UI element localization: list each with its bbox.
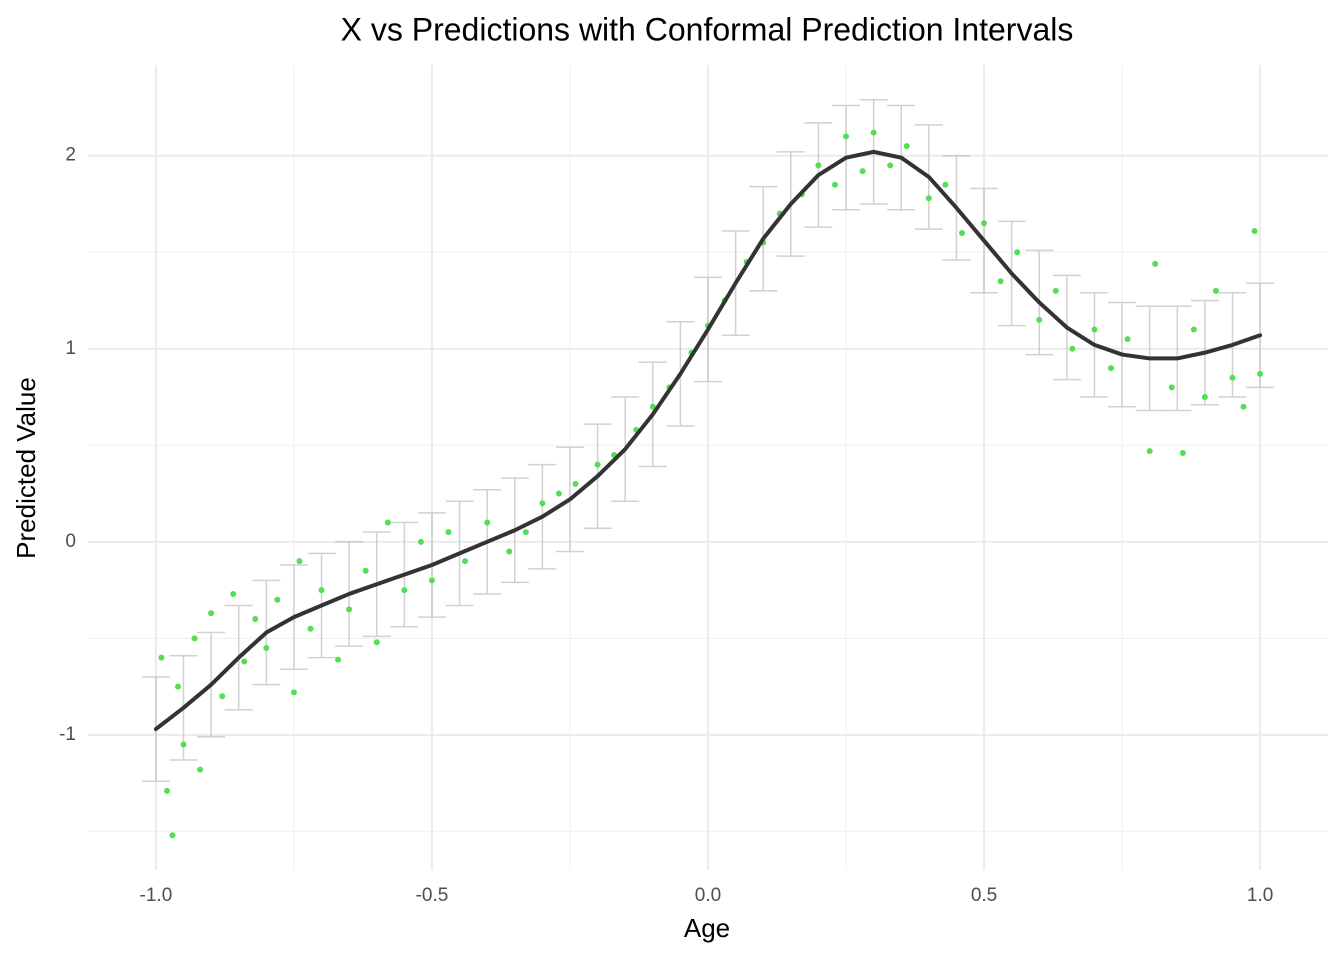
observed-point [958, 229, 965, 236]
observed-point [290, 689, 297, 696]
observed-point [1240, 403, 1247, 410]
observed-point [1201, 394, 1208, 401]
observed-point [174, 683, 181, 690]
observed-point [859, 168, 866, 175]
x-tick-label: -0.5 [416, 885, 449, 906]
observed-point [335, 656, 342, 663]
observed-point [1146, 448, 1153, 455]
observed-point [1014, 249, 1021, 256]
observed-point [843, 133, 850, 140]
observed-point [1152, 260, 1159, 267]
observed-point [428, 577, 435, 584]
observed-point [1229, 374, 1236, 381]
y-tick-label: -1 [59, 724, 76, 745]
observed-point [539, 500, 546, 507]
observed-point [555, 490, 562, 497]
y-tick-label: 0 [65, 531, 76, 552]
observed-point [815, 162, 822, 169]
observed-point [1212, 287, 1219, 294]
y-tick-label: 1 [65, 338, 76, 359]
x-tick-label: -1.0 [140, 885, 173, 906]
observed-point [1168, 384, 1175, 391]
observed-point [1036, 316, 1043, 323]
observed-point [925, 195, 932, 202]
observed-point [903, 143, 910, 150]
observed-point [1251, 228, 1258, 235]
observed-point [831, 181, 838, 188]
observed-point [230, 590, 237, 597]
observed-point [307, 625, 314, 632]
observed-point [1091, 326, 1098, 333]
observed-point [346, 606, 353, 613]
observed-point [506, 548, 513, 555]
observed-point [180, 741, 187, 748]
observed-point [373, 639, 380, 646]
observed-point [462, 558, 469, 565]
observed-point [401, 587, 408, 594]
observed-point [163, 787, 170, 794]
observed-point [274, 596, 281, 603]
x-tick-label: 0.0 [695, 885, 721, 906]
observed-point [1257, 370, 1264, 377]
observed-point [1069, 345, 1076, 352]
observed-point [997, 278, 1004, 285]
observed-point [169, 832, 176, 839]
observed-point [1052, 287, 1059, 294]
observed-point [263, 644, 270, 651]
observed-point [1190, 326, 1197, 333]
observed-point [522, 529, 529, 536]
observed-point [208, 610, 215, 617]
observed-point [870, 129, 877, 136]
chart-title: X vs Predictions with Conformal Predicti… [341, 11, 1074, 47]
x-tick-label: 1.0 [1247, 885, 1273, 906]
observed-point [417, 538, 424, 545]
observed-point [1179, 450, 1186, 457]
observed-point [981, 220, 988, 227]
observed-point [318, 587, 325, 594]
observed-point [1124, 336, 1131, 343]
prediction-line [153, 149, 1263, 732]
observed-point [362, 567, 369, 574]
x-tick-label: 0.5 [971, 885, 997, 906]
observed-point [649, 403, 656, 410]
observed-point [1108, 365, 1115, 372]
x-axis-label: Age [684, 913, 730, 943]
observed-point [484, 519, 491, 526]
observed-point [252, 616, 259, 623]
observed-point [594, 461, 601, 468]
observed-point [384, 519, 391, 526]
observed-point [296, 558, 303, 565]
observed-point [219, 693, 226, 700]
y-tick-label: 2 [65, 145, 76, 166]
observed-point [241, 658, 248, 665]
observed-point [942, 181, 949, 188]
observed-point [445, 529, 452, 536]
observed-point [887, 162, 894, 169]
observed-point [158, 654, 165, 661]
observed-point [572, 480, 579, 487]
y-axis-label: Predicted Value [11, 377, 41, 559]
observed-point [191, 635, 198, 642]
observed-point [197, 766, 204, 773]
